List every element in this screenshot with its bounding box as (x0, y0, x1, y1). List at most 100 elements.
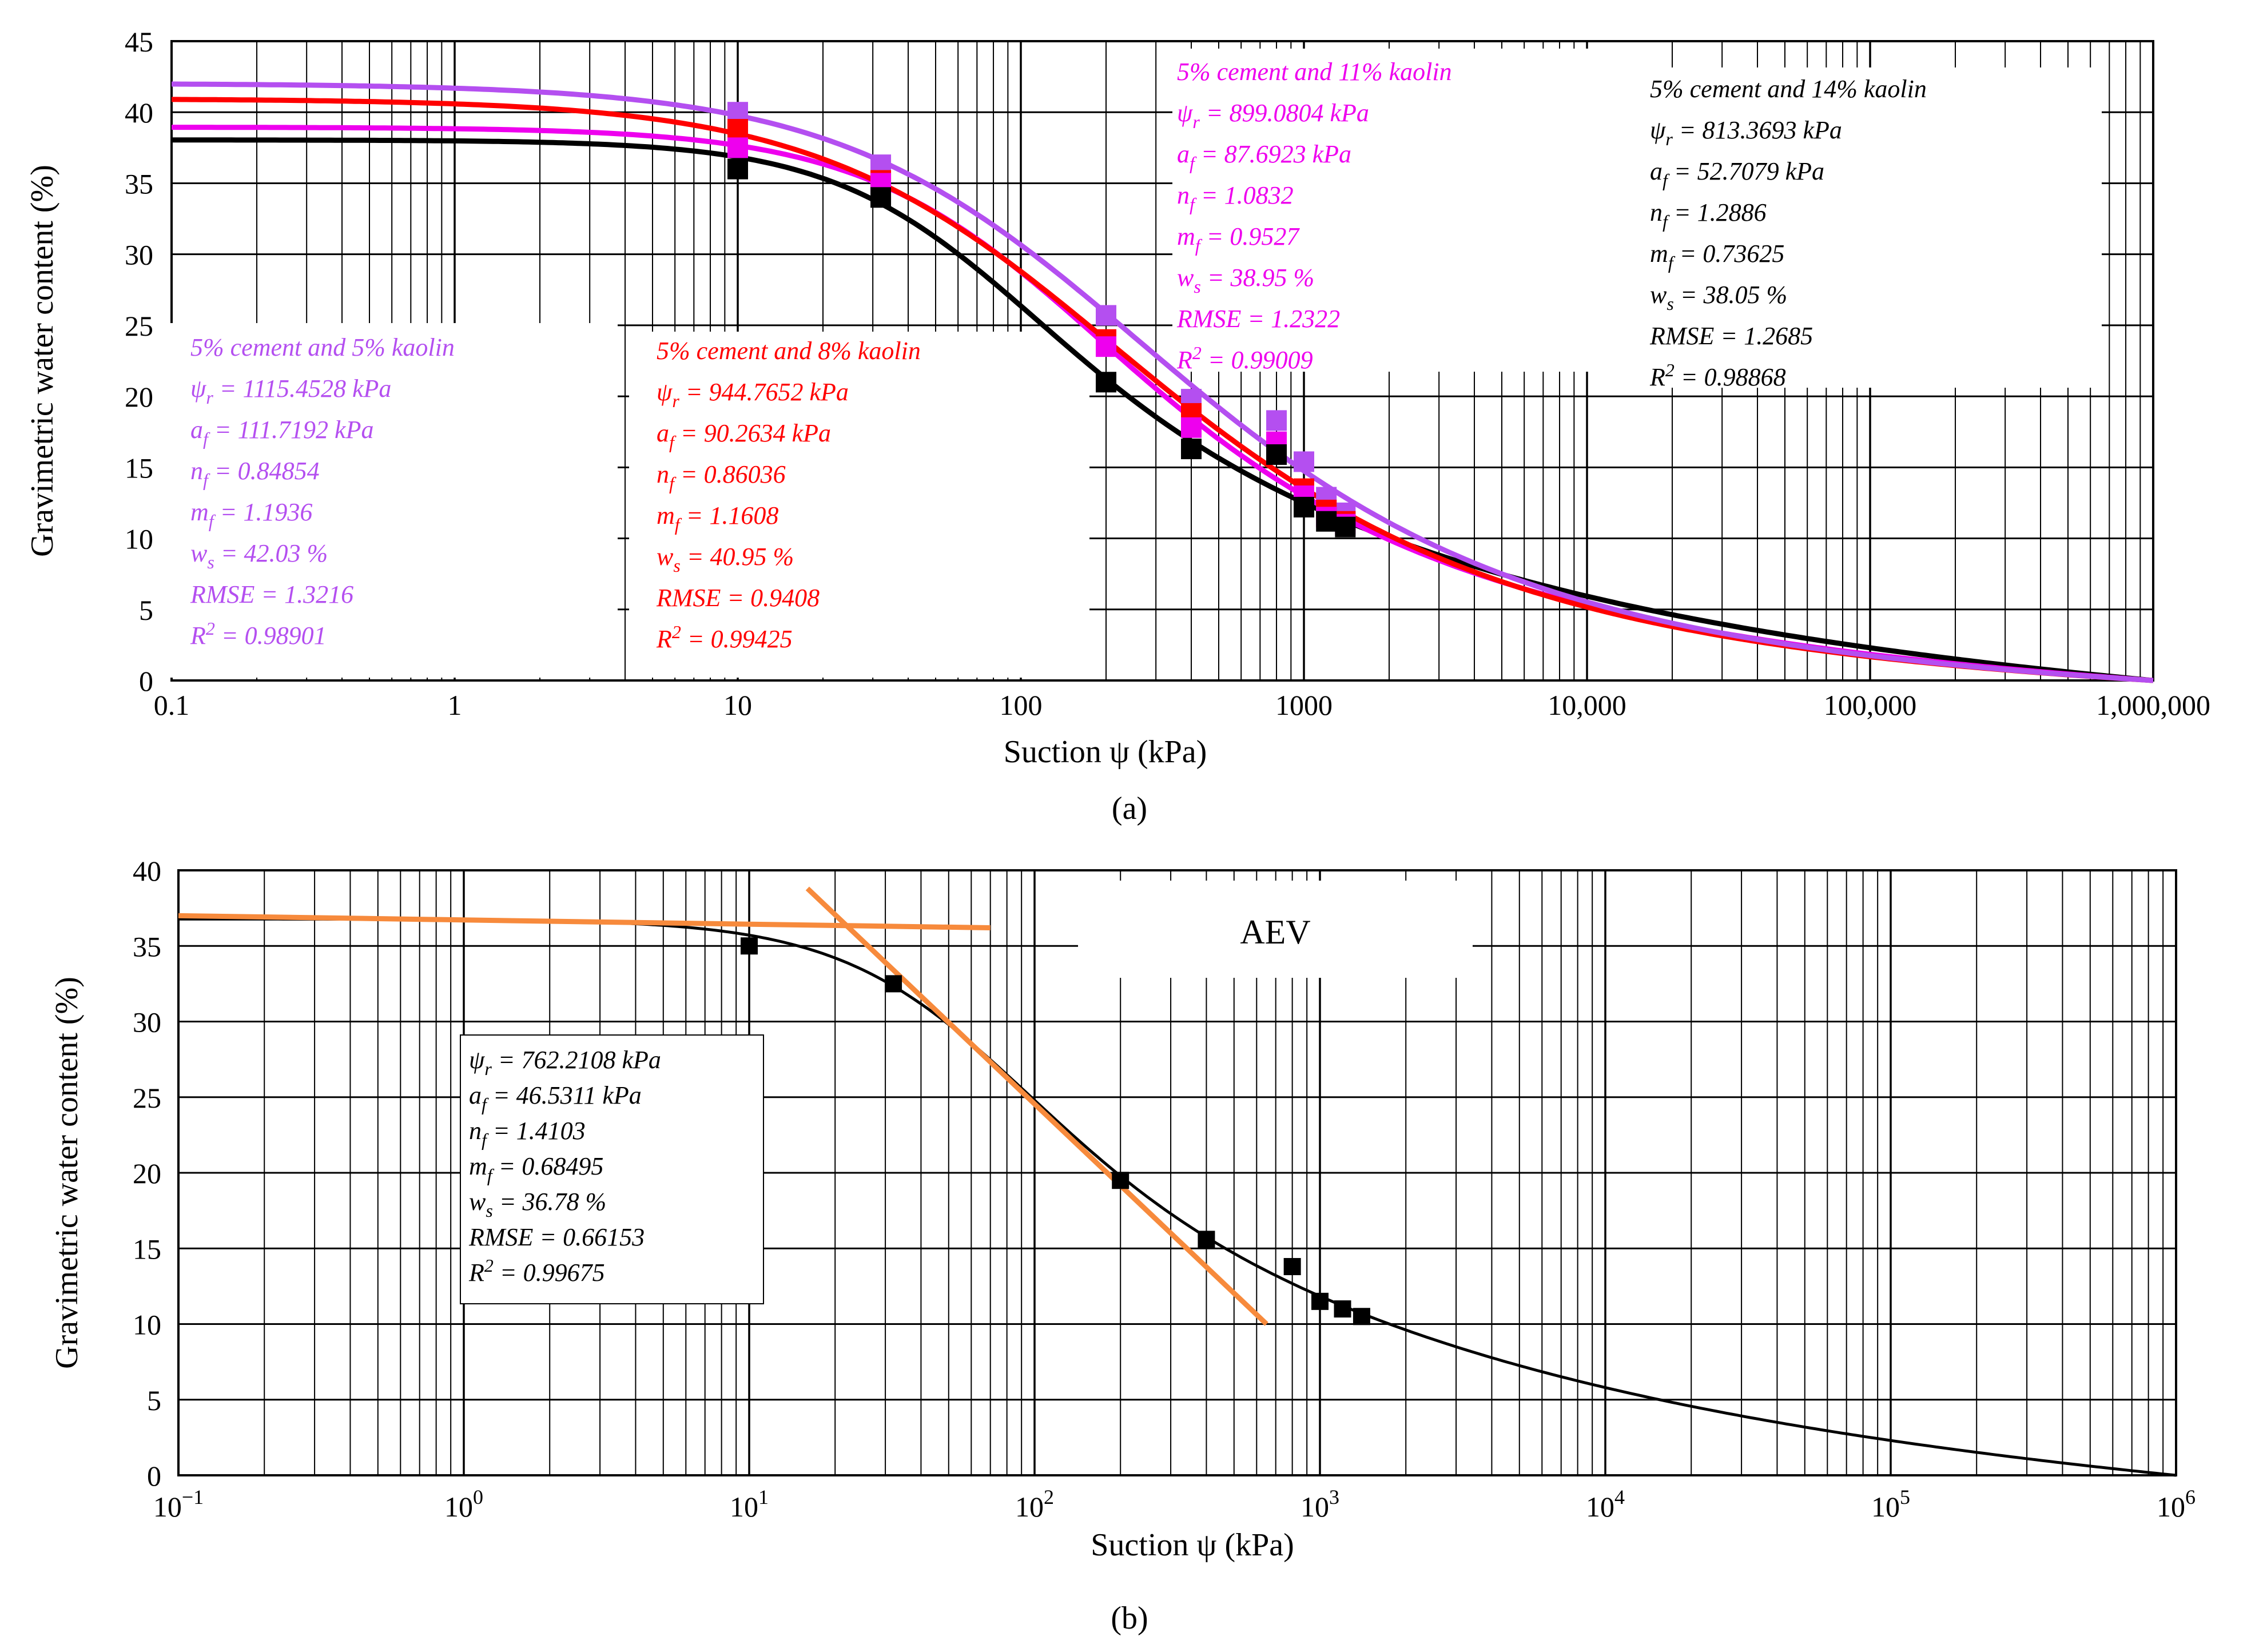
fit-curve (172, 81, 2154, 683)
y-tick-label: 15 (133, 1233, 161, 1265)
data-point (1353, 1308, 1370, 1325)
y-tick-label: 35 (133, 930, 161, 962)
y-tick-label: 25 (125, 310, 153, 342)
data-point (1096, 336, 1117, 357)
x-tick-label: 1 (448, 689, 462, 721)
x-tick-label: 1,000,000 (2096, 689, 2210, 721)
annotation-line: R2 = 0.98868 (1649, 360, 1786, 391)
data-point (1334, 1300, 1351, 1318)
x-tick-label: 103 (1300, 1486, 1339, 1523)
panel-caption: (b) (1111, 1601, 1148, 1636)
annotation-line: ψr = 944.7652 kPa (657, 378, 849, 411)
y-tick-label: 10 (133, 1309, 161, 1341)
x-tick-label: 0.1 (154, 689, 190, 721)
annotation-line: RMSE = 0.66153 (468, 1223, 645, 1251)
data-point (1266, 410, 1287, 431)
annotation-line: af = 87.6923 kPa (1177, 140, 1351, 173)
y-tick-label: 15 (125, 452, 153, 484)
annotation-line: nf = 0.84854 (190, 457, 320, 490)
x-tick-label: 100 (1000, 689, 1043, 721)
annotation-line: ws = 38.05 % (1650, 281, 1787, 314)
y-tick-label: 20 (125, 381, 153, 413)
annotation-line: ψr = 899.0804 kPa (1177, 99, 1369, 132)
y-axis-label: Gravimetric water content (%) (25, 165, 60, 557)
data-point (727, 158, 748, 180)
y-tick-label: 45 (125, 26, 153, 58)
y-tick-label: 40 (125, 97, 153, 129)
annotation-line: af = 111.7192 kPa (190, 416, 373, 449)
annotation-line: 5% cement and 8% kaolin (657, 337, 921, 365)
annotation-line: RMSE = 1.2322 (1176, 305, 1340, 333)
annotation-line: RMSE = 0.9408 (656, 584, 820, 612)
y-tick-label: 25 (133, 1082, 161, 1114)
fit-curve (172, 137, 2154, 683)
annotation-line: ws = 42.03 % (190, 539, 328, 572)
y-tick-label: 30 (133, 1006, 161, 1038)
aev-label: AEV (1240, 913, 1310, 951)
x-tick-label: 101 (730, 1486, 769, 1523)
y-axis-label: Gravimetric water content (%) (49, 977, 85, 1369)
data-point (1181, 439, 1202, 460)
data-point (1112, 1172, 1130, 1189)
data-point (1283, 1257, 1301, 1275)
annotation-line: ws = 36.78 % (469, 1188, 606, 1221)
annotation-line: af = 52.7079 kPa (1650, 157, 1824, 190)
annotation-box-11-kaolin (1172, 49, 1618, 372)
panel-a: 5% cement and 5% kaolin ψr = 1115.4528 kP… (25, 26, 2210, 826)
y-tick-label: 0 (139, 665, 153, 697)
annotation-box-5-kaolin (142, 323, 618, 678)
annotation-line: ws = 40.95 % (657, 543, 794, 576)
data-point (727, 137, 748, 158)
annotation-line: ψr = 762.2108 kPa (469, 1046, 661, 1079)
data-point (1096, 372, 1117, 393)
tangent-line (178, 913, 991, 931)
y-tick-label: 5 (147, 1384, 161, 1416)
x-tick-label: 1000 (1275, 689, 1333, 721)
data-point (1294, 496, 1314, 518)
y-tick-label: 30 (125, 239, 153, 271)
x-tick-label: 10,000 (1548, 689, 1626, 721)
annotation-line: nf = 1.4103 (469, 1117, 586, 1150)
x-tick-label: 10−1 (153, 1486, 204, 1523)
data-point (1335, 516, 1356, 538)
data-point (870, 187, 892, 208)
data-point (1096, 305, 1117, 326)
x-tick-label: 100,000 (1824, 689, 1917, 721)
annotation-line: nf = 0.86036 (657, 460, 786, 493)
y-tick-label: 40 (133, 855, 161, 887)
annotation-line: nf = 1.2886 (1650, 198, 1767, 232)
panel-caption: (a) (1112, 791, 1147, 826)
x-tick-label: 104 (1586, 1486, 1625, 1523)
plot-frame (177, 869, 2177, 1476)
annotation-line: R2 = 0.98901 (190, 618, 327, 650)
annotation-line: mf = 1.1608 (657, 501, 778, 535)
x-tick-label: 106 (2157, 1486, 2196, 1523)
annotation-line: mf = 1.1936 (190, 498, 312, 531)
y-tick-label: 35 (125, 168, 153, 200)
annotation-line: ws = 38.95 % (1177, 264, 1314, 297)
annotation-line: 5% cement and 14% kaolin (1650, 75, 1927, 103)
x-tick-label: 10 (723, 689, 752, 721)
x-axis-label: Suction ψ (kPa) (1091, 1527, 1294, 1563)
data-point (741, 937, 758, 955)
annotation-line: ψr = 813.3693 kPa (1650, 116, 1842, 149)
annotation-line: 5% cement and 11% kaolin (1177, 58, 1452, 86)
aev-box (1078, 881, 1473, 978)
data-point (885, 975, 902, 993)
annotation-line: mf = 0.68495 (469, 1152, 603, 1185)
annotation-line: mf = 0.73625 (1650, 240, 1784, 273)
tangent-line (805, 886, 1268, 1326)
annotation-line: af = 46.5311 kPa (469, 1081, 642, 1114)
annotation-line: R2 = 0.99675 (468, 1255, 605, 1287)
data-point (727, 119, 748, 140)
annotation-line: nf = 1.0832 (1177, 181, 1294, 214)
data-point (1181, 417, 1202, 438)
y-tick-label: 20 (133, 1157, 161, 1189)
annotation-line: af = 90.2634 kPa (657, 419, 831, 452)
y-tick-label: 0 (147, 1460, 161, 1492)
x-tick-label: 102 (1015, 1486, 1054, 1523)
annotation-box-8-kaolin (629, 332, 1089, 678)
data-point (1294, 451, 1314, 472)
